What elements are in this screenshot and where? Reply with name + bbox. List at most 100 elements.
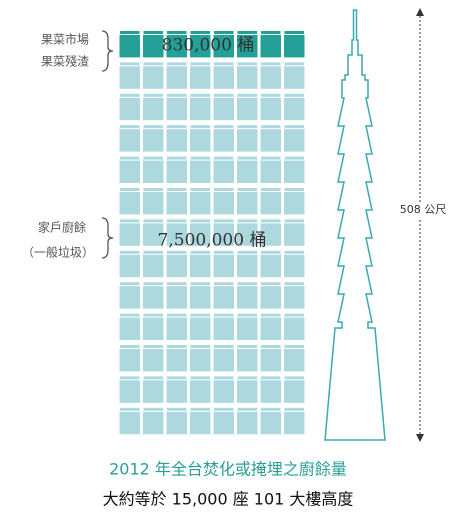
bucket-rim: [237, 31, 257, 34]
bucket: [166, 380, 187, 403]
bucket: [190, 286, 211, 309]
bucket-rim: [237, 407, 257, 411]
bucket: [237, 66, 258, 89]
bucket: [143, 160, 164, 183]
bucket-rim: [214, 188, 234, 191]
bucket-rim: [261, 93, 281, 97]
bucket: [190, 97, 211, 121]
bucket-rim: [143, 250, 163, 254]
bucket-rim: [167, 250, 187, 254]
bucket: [166, 160, 187, 183]
bucket: [166, 317, 187, 340]
bucket: [237, 192, 258, 215]
bucket: [119, 317, 140, 340]
bucket-rim: [143, 125, 163, 129]
bucket-rim: [261, 31, 281, 34]
bucket: [260, 380, 281, 403]
bucket: [284, 254, 305, 278]
bucket-rim: [261, 156, 281, 160]
bucket-rim: [214, 407, 234, 411]
bucket-rim: [143, 282, 163, 286]
bucket-rim: [120, 345, 140, 348]
bucket: [260, 286, 281, 309]
bucket-rim: [120, 93, 140, 97]
bucket: [119, 223, 140, 246]
bucket: [190, 129, 211, 152]
bucket-rim: [167, 313, 187, 317]
bucket-rim: [284, 282, 304, 286]
bucket-rim: [214, 125, 234, 129]
bucket-rim: [214, 250, 234, 254]
bucket: [260, 192, 281, 215]
bucket: [284, 129, 305, 152]
bucket: [166, 223, 187, 246]
bucket: [166, 349, 187, 372]
bucket-rim: [143, 407, 163, 411]
bucket-rim: [214, 376, 234, 380]
bucket-rim: [261, 376, 281, 380]
bucket-rim: [237, 125, 257, 129]
bucket-rim: [261, 188, 281, 191]
bucket: [143, 411, 164, 435]
bucket-rim: [120, 219, 140, 223]
bucket: [284, 286, 305, 309]
bucket: [260, 129, 281, 152]
bucket: [213, 411, 234, 435]
bucket-rim: [237, 188, 257, 191]
bucket-rim: [190, 156, 210, 160]
bucket: [237, 129, 258, 152]
bucket: [284, 380, 305, 403]
bucket-rim: [214, 282, 234, 286]
bucket: [190, 35, 211, 58]
bucket: [119, 35, 140, 58]
bucket-rim: [143, 376, 163, 380]
bucket-rim: [120, 125, 140, 129]
bucket: [190, 317, 211, 340]
bucket-rim: [237, 219, 257, 223]
bucket-rim: [167, 62, 187, 66]
bucket-rim: [167, 188, 187, 191]
label-bg: [400, 202, 446, 218]
bucket-rim: [214, 93, 234, 97]
bucket-rim: [284, 345, 304, 348]
bucket-rim: [237, 250, 257, 254]
bucket: [284, 411, 305, 435]
bucket: [284, 66, 305, 89]
bucket-rim: [284, 407, 304, 411]
bucket: [284, 35, 305, 58]
bucket: [260, 254, 281, 278]
bucket: [190, 160, 211, 183]
bucket: [166, 97, 187, 121]
brace: [101, 30, 114, 72]
bucket: [166, 192, 187, 215]
caption-title: 2012 年全台焚化或掩埋之廚餘量: [109, 460, 347, 479]
bucket: [166, 129, 187, 152]
bucket: [119, 349, 140, 372]
bucket-rim: [167, 345, 187, 348]
bucket-rim: [190, 219, 210, 223]
bucket: [143, 349, 164, 372]
bucket: [190, 349, 211, 372]
bucket: [143, 254, 164, 278]
bucket-rim: [190, 282, 210, 286]
bucket-rim: [237, 282, 257, 286]
bucket: [213, 66, 234, 89]
bucket: [213, 192, 234, 215]
bucket-rim: [120, 188, 140, 191]
bucket-rim: [214, 156, 234, 160]
bucket: [119, 66, 140, 89]
bucket-rim: [284, 93, 304, 97]
bucket-rim: [261, 62, 281, 66]
bucket-rim: [167, 219, 187, 223]
bucket-rim: [284, 31, 304, 34]
bucket-rim: [237, 93, 257, 97]
bucket: [143, 66, 164, 89]
bucket: [143, 286, 164, 309]
bucket: [166, 35, 187, 58]
bucket: [237, 160, 258, 183]
bucket: [119, 380, 140, 403]
bucket-rim: [190, 313, 210, 317]
bucket-rim: [190, 62, 210, 66]
bucket: [213, 254, 234, 278]
bucket: [284, 192, 305, 215]
